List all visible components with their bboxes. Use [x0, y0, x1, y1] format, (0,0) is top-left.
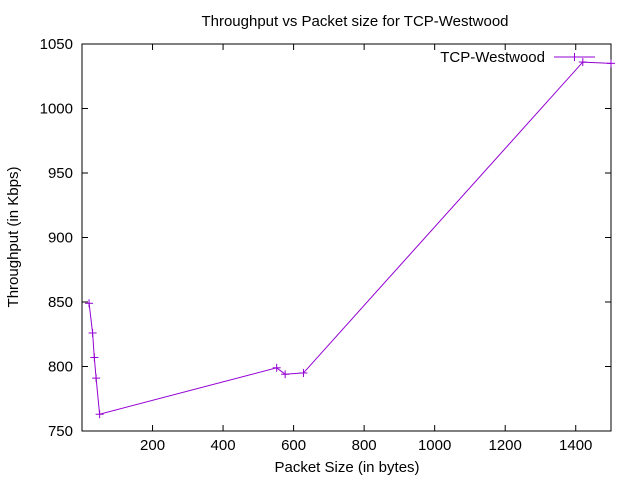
x-axis-label: Packet Size (in bytes) [274, 459, 419, 476]
data-point [92, 374, 101, 383]
legend: TCP-Westwood [440, 49, 595, 66]
series-line [88, 61, 612, 415]
data-point [281, 370, 290, 379]
axes: 750 800 850 900 950 1000 1050 200 400 600 800 1000 1… [40, 36, 612, 454]
x-tick-label: 200 [140, 437, 165, 454]
y-tick-label: 1000 [40, 101, 73, 118]
data-point [88, 328, 97, 337]
chart-title: Throughput vs Packet size for TCP-Westwo… [201, 13, 508, 30]
y-tick-label: 950 [48, 165, 73, 182]
legend-label: TCP-Westwood [440, 49, 545, 66]
y-axis-label: Throughput (in Kbps) [5, 167, 22, 308]
y-tick-label: 750 [48, 423, 73, 440]
y-tick-label: 800 [48, 359, 73, 376]
data-point [272, 363, 281, 372]
data-point [85, 299, 94, 308]
plot-area [85, 58, 615, 419]
x-tick-label: 800 [352, 437, 377, 454]
x-tick-label: 1000 [418, 437, 451, 454]
data-point [95, 410, 104, 419]
data-point [90, 353, 99, 362]
data-point [299, 368, 308, 377]
y-tick-label: 900 [48, 230, 73, 247]
data-point [578, 58, 587, 67]
x-tick-label: 600 [281, 437, 306, 454]
plot-border [81, 43, 612, 432]
x-tick-label: 1200 [489, 437, 522, 454]
x-tick-label: 1400 [559, 437, 592, 454]
data-point [607, 59, 615, 68]
y-tick-label: 1050 [40, 36, 73, 53]
y-tick-label: 850 [48, 294, 73, 311]
x-tick-label: 400 [211, 437, 236, 454]
